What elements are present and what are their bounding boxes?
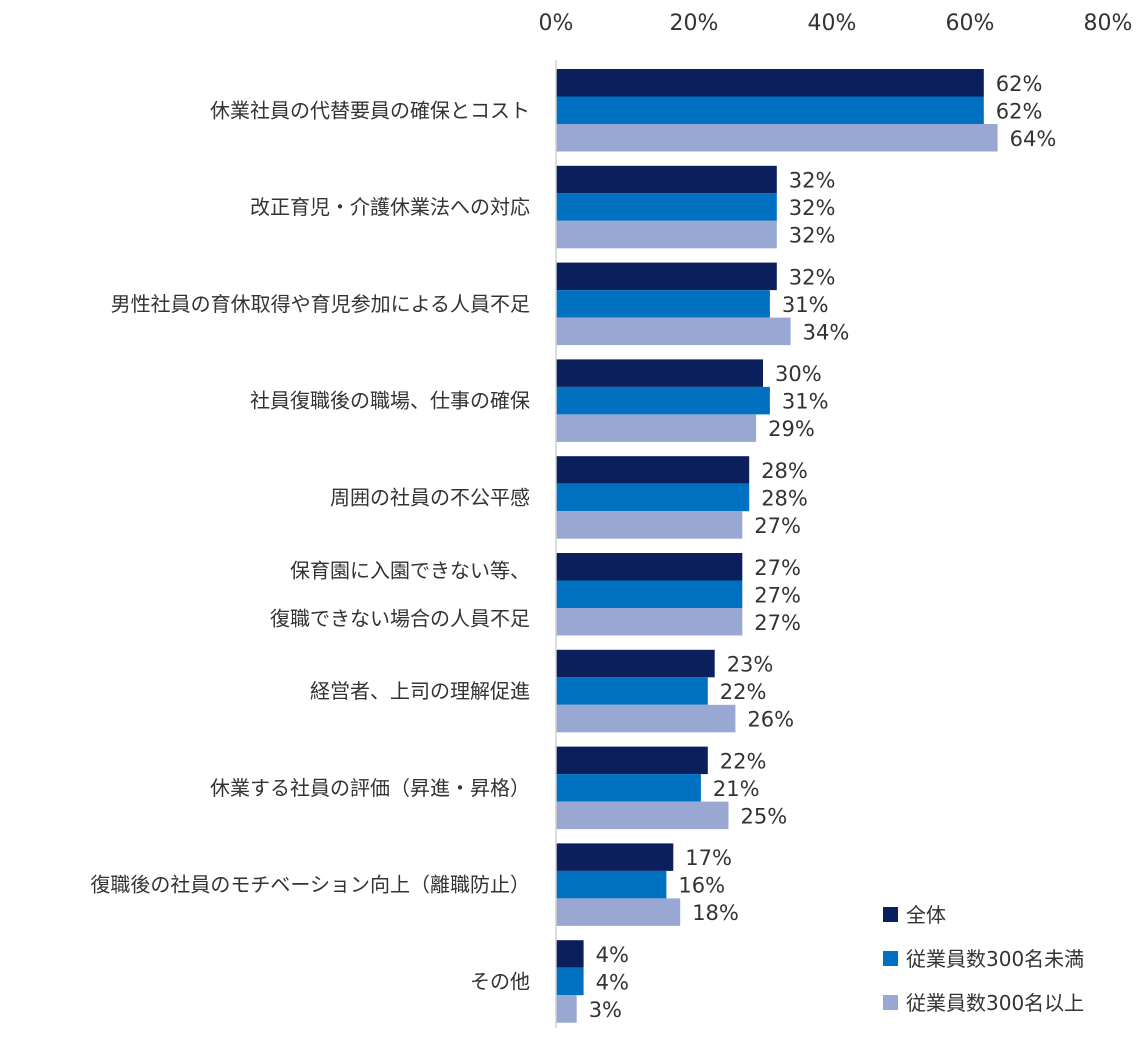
category-label: 男性社員の育休取得や育児参加による人員不足: [111, 292, 530, 316]
category-label: 経営者、上司の理解促進: [310, 679, 530, 703]
bar-value-label: 62%: [996, 99, 1043, 123]
bar: [556, 870, 667, 899]
bar: [556, 456, 750, 484]
bar-value-label: 31%: [782, 390, 829, 414]
bar-value-label: 28%: [761, 459, 808, 483]
bar: [556, 262, 777, 291]
legend-label: 全体: [906, 903, 946, 927]
legend-swatch: [883, 907, 898, 922]
bar: [556, 290, 770, 318]
bar: [556, 704, 736, 733]
bar: [556, 580, 743, 608]
bar-value-label: 4%: [596, 970, 629, 994]
category-label: 休業する社員の評価（昇進・昇格）: [210, 776, 530, 800]
bar-value-label: 16%: [678, 874, 725, 898]
bar: [556, 359, 763, 387]
bar: [556, 414, 757, 442]
category-label: 保育園に入園できない等、: [290, 558, 530, 582]
bar-value-label: 22%: [720, 749, 767, 773]
bar-value-label: 31%: [782, 293, 829, 317]
category-label: 社員復職後の職場、仕事の確保: [250, 389, 530, 413]
bar-value-label: 34%: [803, 320, 850, 344]
bar-value-label: 29%: [768, 417, 815, 441]
category-label: 休業社員の代替要員の確保とコスト: [210, 98, 530, 122]
x-tick-label: 60%: [946, 11, 995, 36]
bar: [556, 317, 791, 346]
legend-swatch: [883, 995, 898, 1010]
bar-value-label: 3%: [589, 998, 622, 1022]
bar-value-label: 25%: [741, 804, 788, 828]
bar: [556, 96, 984, 124]
bar: [556, 940, 584, 968]
bar: [556, 967, 584, 996]
bar: [556, 193, 777, 221]
x-tick-label: 20%: [670, 11, 719, 36]
x-tick-label: 40%: [808, 11, 857, 36]
bar: [556, 843, 674, 871]
bar-value-label: 32%: [789, 169, 836, 193]
bar: [556, 677, 708, 705]
bar: [556, 801, 729, 830]
bar-value-label: 27%: [754, 514, 801, 538]
bar: [556, 553, 743, 581]
bar: [556, 69, 984, 97]
bar: [556, 746, 708, 775]
bar-value-label: 64%: [1010, 127, 1057, 151]
bar: [556, 386, 770, 415]
bars: 62% 62% 64% 32% 32% 32% 32% 31% 34% 30% 31% 29% 28% 2…: [556, 69, 1056, 1023]
bar-value-label: 18%: [692, 901, 739, 925]
bar-value-label: 32%: [789, 265, 836, 289]
bar: [556, 220, 777, 249]
bar: [556, 483, 750, 512]
bar: [556, 165, 777, 194]
legend-swatch: [883, 951, 898, 966]
bar-value-label: 32%: [789, 224, 836, 248]
bar-value-label: 27%: [754, 611, 801, 635]
bar: [556, 774, 701, 802]
x-axis-ticks: 0% 20% 40% 60% 80%: [539, 11, 1133, 36]
bar-value-label: 27%: [754, 556, 801, 580]
bar: [556, 608, 743, 636]
category-label: 復職後の社員のモチベーション向上（離職防止）: [90, 873, 530, 897]
bar: [556, 511, 743, 539]
bar-value-label: 28%: [761, 486, 808, 510]
bar: [556, 995, 577, 1023]
bar: [556, 124, 998, 152]
bar-value-label: 4%: [596, 943, 629, 967]
bar-value-label: 62%: [996, 72, 1043, 96]
bar-value-label: 30%: [775, 362, 822, 386]
category-label: その他: [470, 969, 530, 993]
category-label: 周囲の社員の不公平感: [330, 485, 530, 509]
legend-label: 従業員数300名未満: [906, 947, 1084, 971]
bar: [556, 649, 715, 678]
x-tick-label: 80%: [1084, 11, 1133, 36]
category-label: 復職できない場合の人員不足: [270, 606, 530, 630]
bar-value-label: 32%: [789, 196, 836, 220]
bar-value-label: 17%: [685, 846, 732, 870]
legend-label: 従業員数300名以上: [906, 991, 1084, 1015]
bar-value-label: 22%: [720, 680, 767, 704]
category-labels: 休業社員の代替要員の確保とコスト改正育児・介護休業法への対応男性社員の育休取得や…: [90, 98, 530, 993]
bar-value-label: 21%: [713, 777, 760, 801]
x-tick-label: 0%: [539, 11, 574, 36]
bar-value-label: 23%: [727, 653, 774, 677]
category-label: 改正育児・介護休業法への対応: [250, 195, 530, 219]
bar-value-label: 26%: [747, 708, 794, 732]
bar: [556, 898, 681, 926]
bar-value-label: 27%: [754, 583, 801, 607]
